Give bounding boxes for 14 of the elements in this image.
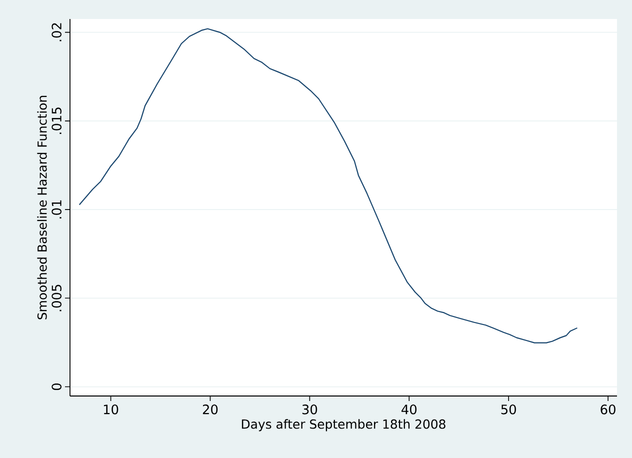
y-tick-label: .005: [52, 284, 62, 312]
y-tick-label: .01: [52, 200, 62, 218]
line-series: [78, 28, 578, 344]
x-axis-title: Days after September 18th 2008: [242, 419, 446, 432]
y-tick-label: .015: [52, 108, 62, 134]
y-tick-label: .02: [52, 23, 62, 42]
x-tick-label: 40: [402, 404, 417, 414]
x-tick-label: 20: [202, 404, 218, 414]
x-tick-label: 60: [600, 404, 616, 414]
y-axis-title: Smoothed Baseline Hazard Function: [37, 96, 47, 320]
x-tick-label: 30: [302, 404, 318, 414]
y-tick-label: 0: [52, 384, 62, 390]
x-tick-label: 50: [501, 404, 516, 414]
x-tick-label: 10: [104, 404, 118, 414]
